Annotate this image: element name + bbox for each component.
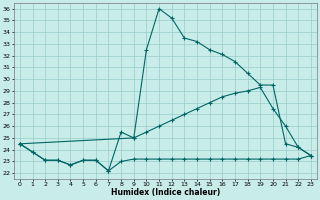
X-axis label: Humidex (Indice chaleur): Humidex (Indice chaleur): [111, 188, 220, 197]
